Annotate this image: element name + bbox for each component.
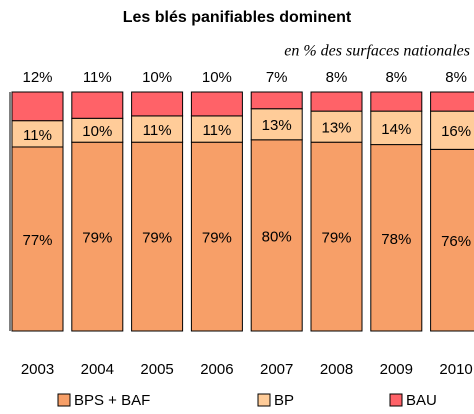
bar-segment (310, 91, 363, 112)
x-tick-label: 2009 (380, 361, 413, 378)
bar-segment (11, 146, 64, 332)
data-label: 8% (326, 69, 348, 86)
bar-segment (131, 115, 184, 143)
bar-segment (250, 139, 303, 332)
data-label: 77% (22, 232, 52, 249)
bar-segment (250, 108, 303, 141)
bar-segment (370, 110, 423, 146)
data-label: 13% (262, 117, 292, 134)
bar-segment (11, 91, 64, 122)
bar-segment (190, 141, 243, 332)
x-tick-label: 2004 (81, 361, 114, 378)
legend-label: BP (274, 392, 294, 409)
x-tick-label: 2005 (140, 361, 173, 378)
data-label: 10% (82, 123, 112, 140)
data-label: 16% (441, 123, 471, 140)
data-label: 10% (142, 69, 172, 86)
x-tick-label: 2010 (439, 361, 472, 378)
data-label: 13% (321, 120, 351, 137)
data-label: 11% (143, 122, 172, 139)
bar-segment (11, 120, 64, 148)
data-label: 14% (381, 121, 411, 138)
bar-segment (131, 141, 184, 332)
bar-segment (430, 91, 474, 112)
bar-segment (250, 91, 303, 110)
data-label: 7% (266, 69, 288, 86)
bar-segment (71, 91, 124, 119)
x-tick-label: 2007 (260, 361, 293, 378)
x-tick-label: 2003 (21, 361, 54, 378)
x-tick-label: 2008 (320, 361, 353, 378)
data-label: 8% (445, 69, 467, 86)
bar-segment (370, 91, 423, 112)
chart-title: Les blés panifiables dominent (123, 9, 352, 26)
bar-segment (131, 91, 184, 117)
data-label: 79% (142, 230, 172, 247)
data-label: 8% (385, 69, 407, 86)
legend-swatch (57, 393, 71, 407)
bar-segment (310, 110, 363, 143)
data-label: 76% (441, 233, 471, 250)
bar-segment (190, 91, 243, 117)
data-label: 10% (202, 69, 232, 86)
data-label: 79% (202, 230, 232, 247)
data-label: 12% (22, 69, 52, 86)
data-label: 80% (262, 228, 292, 245)
chart-subtitle: en % des surfaces nationales (284, 43, 470, 60)
data-label: 78% (381, 231, 411, 248)
data-label: 11% (83, 69, 112, 86)
bar-segment (190, 115, 243, 143)
legend-label: BAU (406, 392, 437, 409)
bar-segment (430, 148, 474, 332)
legend-label: BPS + BAF (74, 392, 150, 409)
legend-swatch (257, 393, 271, 407)
legend-swatch (389, 393, 403, 407)
data-label: 79% (82, 230, 112, 247)
data-label: 79% (321, 230, 351, 247)
x-tick-label: 2006 (200, 361, 233, 378)
data-label: 11% (202, 122, 231, 139)
bar-segment (430, 110, 474, 150)
bar-segment (370, 144, 423, 332)
data-label: 11% (23, 127, 52, 144)
